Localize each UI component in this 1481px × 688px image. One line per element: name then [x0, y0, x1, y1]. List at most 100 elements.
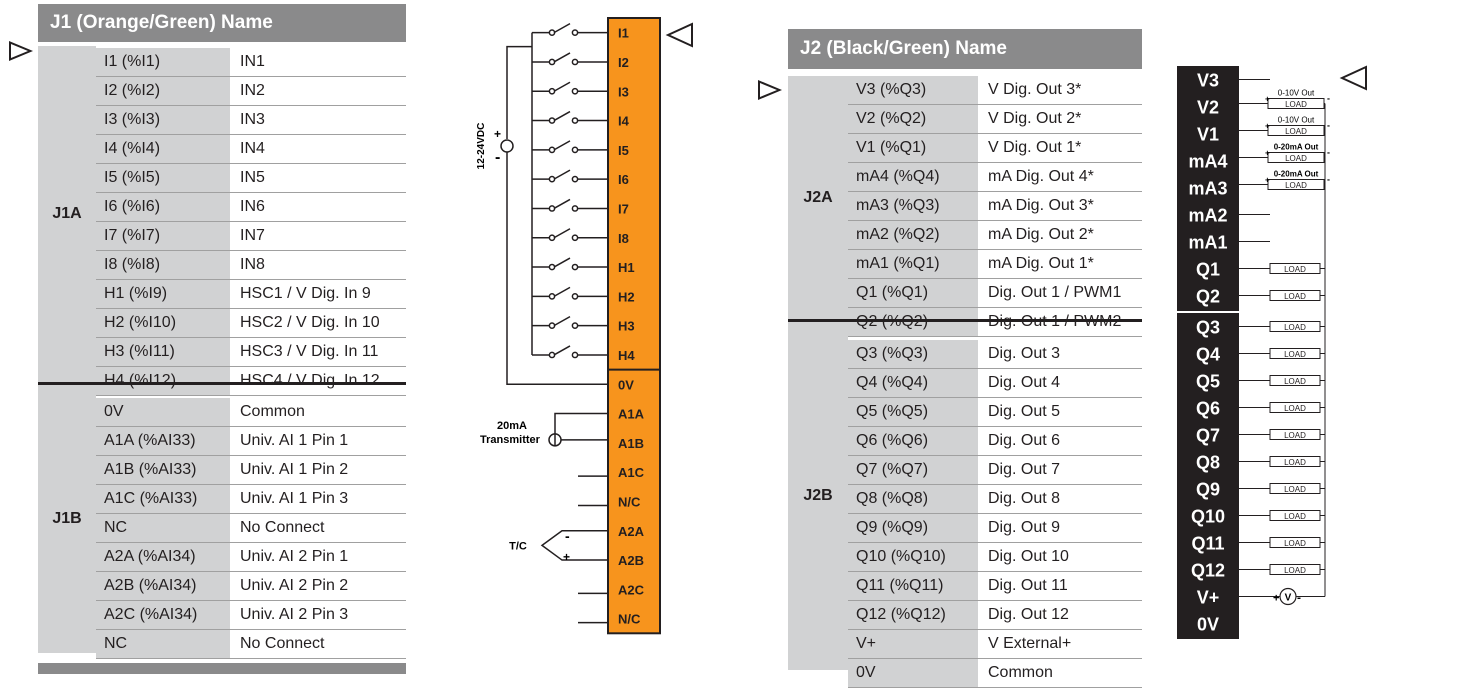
function-cell: IN3: [230, 106, 406, 134]
output-type-label: 0-20mA Out: [1274, 170, 1319, 179]
load-label: LOAD: [1284, 458, 1306, 467]
table-row: A1B (%AI33) Univ. AI 1 Pin 2: [96, 456, 406, 485]
function-cell: Dig. Out 10: [978, 543, 1142, 571]
terminal-label: I4: [618, 114, 630, 129]
table-row: I2 (%I2) IN2: [96, 77, 406, 106]
pin-cell: NC: [96, 514, 230, 542]
switch-contact: [548, 58, 556, 66]
terminal-label: Q7: [1196, 426, 1220, 446]
table-row: Q11 (%Q11) Dig. Out 11: [848, 572, 1142, 601]
output-type-label: 0-10V Out: [1278, 89, 1315, 98]
switch-lever: [553, 140, 571, 151]
thermocouple-icon: [540, 530, 608, 561]
switch-contact: [548, 351, 556, 359]
table-row: I5 (%I5) IN5: [96, 164, 406, 193]
pin-cell: NC: [96, 630, 230, 658]
pin-cell: H1 (%I9): [96, 280, 230, 308]
tc-plus: +: [563, 550, 570, 564]
switch-contact: [548, 175, 556, 183]
terminal-label: H2: [618, 289, 635, 304]
switch-contact: [548, 322, 556, 329]
function-cell: Univ. AI 1 Pin 2: [230, 456, 406, 484]
function-cell: IN8: [230, 251, 406, 279]
output-minus: -: [1327, 148, 1330, 158]
switch-lever: [553, 169, 571, 180]
load-label: LOAD: [1284, 512, 1306, 521]
supply-wire: [506, 152, 608, 385]
output-plus: +: [1265, 149, 1270, 158]
transmitter-label: Transmitter: [480, 434, 541, 446]
pin-cell: A1B (%AI33): [96, 456, 230, 484]
switch-contact: [571, 263, 579, 271]
function-cell: Dig. Out 12: [978, 601, 1142, 629]
pin-cell: mA4 (%Q4): [848, 163, 978, 191]
function-cell: IN5: [230, 164, 406, 192]
terminal-label: A1B: [618, 436, 644, 451]
table-row: I3 (%I3) IN3: [96, 106, 406, 135]
pin-cell: Q10 (%Q10): [848, 543, 978, 571]
switch-lever: [553, 22, 571, 34]
pin-cell: 0V: [96, 398, 230, 426]
output-plus: +: [1265, 122, 1270, 131]
table-row: V3 (%Q3) V Dig. Out 3*: [848, 76, 1142, 105]
function-cell: Dig. Out 3: [978, 340, 1142, 368]
load-label: LOAD: [1284, 323, 1306, 332]
function-cell: Dig. Out 11: [978, 572, 1142, 600]
table-row: V2 (%Q2) V Dig. Out 2*: [848, 105, 1142, 134]
load-label: LOAD: [1284, 350, 1306, 359]
pin-cell: mA1 (%Q1): [848, 250, 978, 278]
supply-symbol: V: [1285, 593, 1292, 604]
switch-lever: [553, 345, 571, 356]
output-plus: +: [1265, 176, 1270, 185]
load-label: LOAD: [1285, 127, 1307, 136]
switch-contact: [571, 234, 579, 242]
output-minus: -: [1327, 94, 1330, 104]
terminal-label: Q3: [1196, 318, 1220, 338]
table-row: NC No Connect: [96, 514, 406, 543]
switch-contact: [571, 351, 579, 359]
pin-cell: A2C (%AI34): [96, 601, 230, 629]
j1-pin-table: J1 (Orange/Green) Name J1A J1B I1 (%I1) I…: [38, 4, 406, 674]
switch-contact: [548, 293, 556, 300]
table-row: mA3 (%Q3) mA Dig. Out 3*: [848, 192, 1142, 221]
pin-cell: Q9 (%Q9): [848, 514, 978, 542]
terminal-label: V1: [1197, 125, 1219, 145]
terminal-label: I2: [618, 55, 629, 70]
pin-cell: Q1 (%Q1): [848, 279, 978, 307]
j2-terminal-block: [1177, 66, 1239, 639]
load-label: LOAD: [1284, 539, 1306, 548]
table-row: H3 (%I11) HSC3 / V Dig. In 11: [96, 338, 406, 367]
j2-pointer-arrow-inner: [760, 83, 777, 97]
function-cell: V Dig. Out 1*: [978, 134, 1142, 162]
terminal-label: mA1: [1188, 233, 1227, 253]
pin-cell: Q6 (%Q6): [848, 427, 978, 455]
table-row: V+ V External+: [848, 630, 1142, 659]
load-label: LOAD: [1284, 485, 1306, 494]
function-cell: Dig. Out 9: [978, 514, 1142, 542]
function-cell: V Dig. Out 2*: [978, 105, 1142, 133]
function-cell: Dig. Out 8: [978, 485, 1142, 513]
tc-label: T/C: [509, 540, 527, 552]
function-cell: HSC3 / V Dig. In 11: [230, 338, 406, 366]
function-cell: HSC2 / V Dig. In 10: [230, 309, 406, 337]
switch-contact: [548, 87, 556, 95]
terminal-label: Q11: [1191, 534, 1224, 554]
supply-wire: [506, 45, 532, 139]
j2a-group-label: J2A: [788, 76, 848, 319]
table-row: Q3 (%Q3) Dig. Out 3: [848, 340, 1142, 369]
table-row: Q12 (%Q12) Dig. Out 12: [848, 601, 1142, 630]
pin-cell: Q3 (%Q3): [848, 340, 978, 368]
switch-contact: [548, 117, 556, 124]
terminal-label: I3: [618, 84, 629, 99]
j1-wiring-diagram: I1 I2 I3 I4 I5 I6 I7 I8 H1 H2 H3 H4 0V A1A A1B A1C N/C A2…: [476, 17, 693, 635]
switch-contact: [571, 322, 579, 329]
pin-cell: I5 (%I5): [96, 164, 230, 192]
table-row: Q1 (%Q1) Dig. Out 1 / PWM1: [848, 279, 1142, 308]
function-cell: No Connect: [230, 514, 406, 542]
terminal-label: I1: [618, 26, 629, 41]
pin-cell: Q2 (%Q2): [848, 308, 978, 336]
output-type-label: 0-20mA Out: [1274, 143, 1319, 152]
pin-cell: Q11 (%Q11): [848, 572, 978, 600]
table-row: 0V Common: [848, 659, 1142, 688]
pin-cell: A2B (%AI34): [96, 572, 230, 600]
